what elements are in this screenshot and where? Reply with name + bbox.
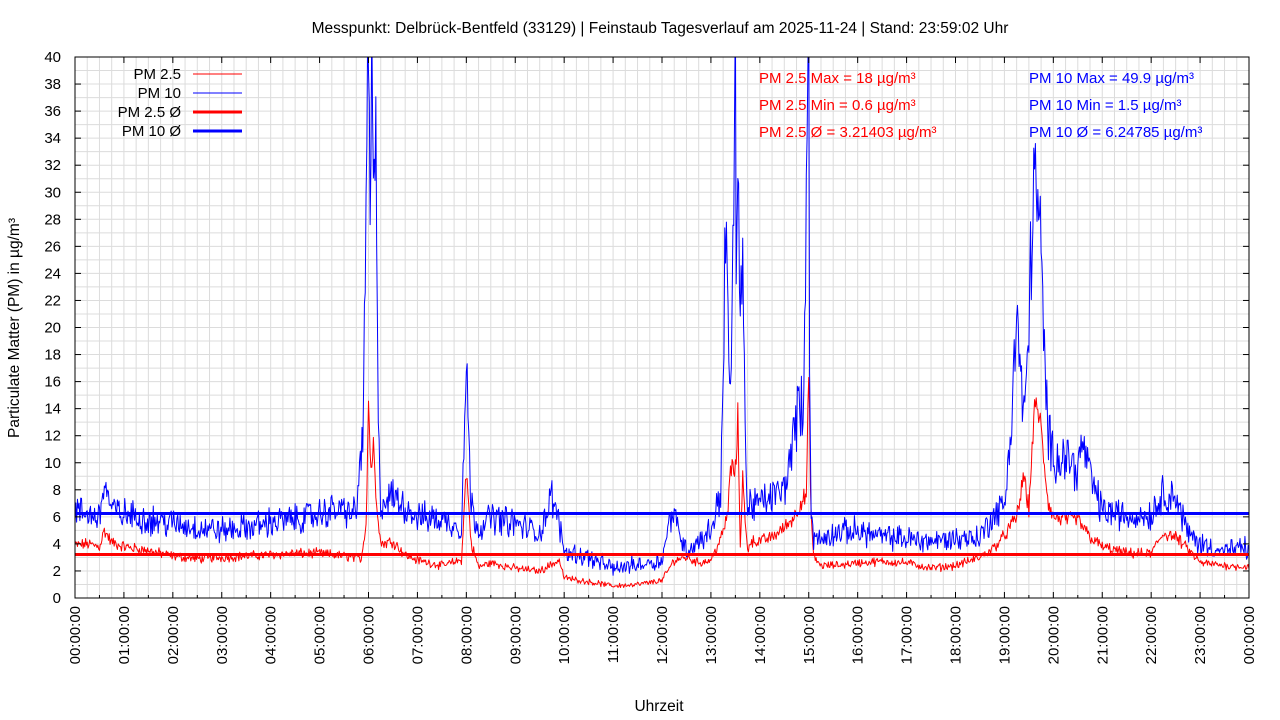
y-tick-label: 16 [44, 374, 61, 391]
y-tick-label: 36 [44, 103, 61, 120]
y-tick-label: 8 [53, 482, 61, 499]
legend-label-pm25-avg: PM 2.5 Ø [118, 104, 182, 121]
x-tick-label: 18:00:00 [948, 606, 965, 664]
x-tick-label: 00:00:00 [67, 606, 84, 664]
y-tick-label: 6 [53, 509, 61, 526]
axis-ticks [74, 56, 1250, 599]
y-tick-label: 10 [44, 455, 61, 472]
x-tick-labels: 00:00:00 01:00:00 02:00:00 03:00:00 04:00:00… [67, 606, 1258, 664]
stat-pm10-avg: PM 10 Ø = 6.24785 µg/m³ [1029, 124, 1202, 141]
stat-pm25-avg: PM 2.5 Ø = 3.21403 µg/m³ [759, 124, 936, 141]
x-tick-label: 12:00:00 [654, 606, 671, 664]
y-tick-label: 18 [44, 347, 61, 364]
chart-title: Messpunkt: Delbrück-Bentfeld (33129) | F… [312, 20, 1009, 37]
y-tick-label: 30 [44, 184, 61, 201]
stats-pm10: PM 10 Max = 49.9 µg/m³ PM 10 Min = 1.5 µ… [1029, 70, 1202, 141]
y-tick-label: 32 [44, 157, 61, 174]
y-tick-label: 34 [44, 130, 61, 147]
legend-label-pm25: PM 2.5 [133, 66, 181, 83]
y-tick-label: 26 [44, 238, 61, 255]
x-tick-label: 08:00:00 [458, 606, 475, 664]
x-tick-label: 22:00:00 [1143, 606, 1160, 664]
x-tick-label: 19:00:00 [996, 606, 1013, 664]
x-tick-label: 03:00:00 [214, 606, 231, 664]
y-tick-label: 22 [44, 292, 61, 309]
y-tick-label: 24 [44, 265, 61, 282]
x-tick-label: 04:00:00 [263, 606, 280, 664]
x-tick-label: 10:00:00 [556, 606, 573, 664]
x-tick-label: 11:00:00 [605, 606, 622, 663]
x-tick-label: 13:00:00 [703, 606, 720, 664]
x-tick-label: 06:00:00 [361, 606, 378, 664]
y-tick-label: 28 [44, 211, 61, 228]
average-lines [75, 511, 1249, 557]
y-tick-label: 0 [53, 590, 61, 607]
x-tick-label: 07:00:00 [409, 606, 426, 664]
x-tick-label: 01:00:00 [116, 606, 133, 664]
x-tick-label: 09:00:00 [507, 606, 524, 664]
y-tick-label: 14 [44, 401, 61, 418]
x-tick-label: 00:00:00 [1241, 606, 1258, 664]
x-tick-label: 02:00:00 [165, 606, 182, 664]
x-tick-label: 14:00:00 [752, 606, 769, 664]
y-tick-label: 12 [44, 428, 61, 445]
x-tick-label: 15:00:00 [801, 606, 818, 664]
series-line-pm10 [75, 57, 1249, 576]
y-axis-label: Particulate Matter (PM) in µg/m³ [6, 218, 23, 438]
x-tick-label: 17:00:00 [899, 606, 916, 664]
y-tick-label: 4 [53, 536, 61, 553]
y-tick-label: 40 [44, 49, 61, 66]
x-tick-label: 21:00:00 [1094, 606, 1111, 664]
legend-label-pm10-avg: PM 10 Ø [122, 123, 182, 140]
x-tick-label: 16:00:00 [850, 606, 867, 664]
x-tick-label: 05:00:00 [312, 606, 329, 664]
y-tick-label: 2 [53, 563, 61, 580]
x-tick-label: 20:00:00 [1045, 606, 1062, 664]
stat-pm10-max: PM 10 Max = 49.9 µg/m³ [1029, 70, 1194, 87]
stats-pm25: PM 2.5 Max = 18 µg/m³ PM 2.5 Min = 0.6 µ… [759, 70, 936, 141]
x-axis-label: Uhrzeit [634, 698, 684, 715]
y-tick-label: 38 [44, 76, 61, 93]
stat-pm10-min: PM 10 Min = 1.5 µg/m³ [1029, 97, 1181, 114]
stat-pm25-max: PM 2.5 Max = 18 µg/m³ [759, 70, 916, 87]
x-tick-label: 23:00:00 [1192, 606, 1209, 664]
legend-label-pm10: PM 10 [138, 85, 181, 102]
y-tick-label: 20 [44, 320, 61, 337]
legend: PM 2.5 PM 10 PM 2.5 Ø PM 10 Ø [118, 66, 242, 140]
stat-pm25-min: PM 2.5 Min = 0.6 µg/m³ [759, 97, 916, 114]
